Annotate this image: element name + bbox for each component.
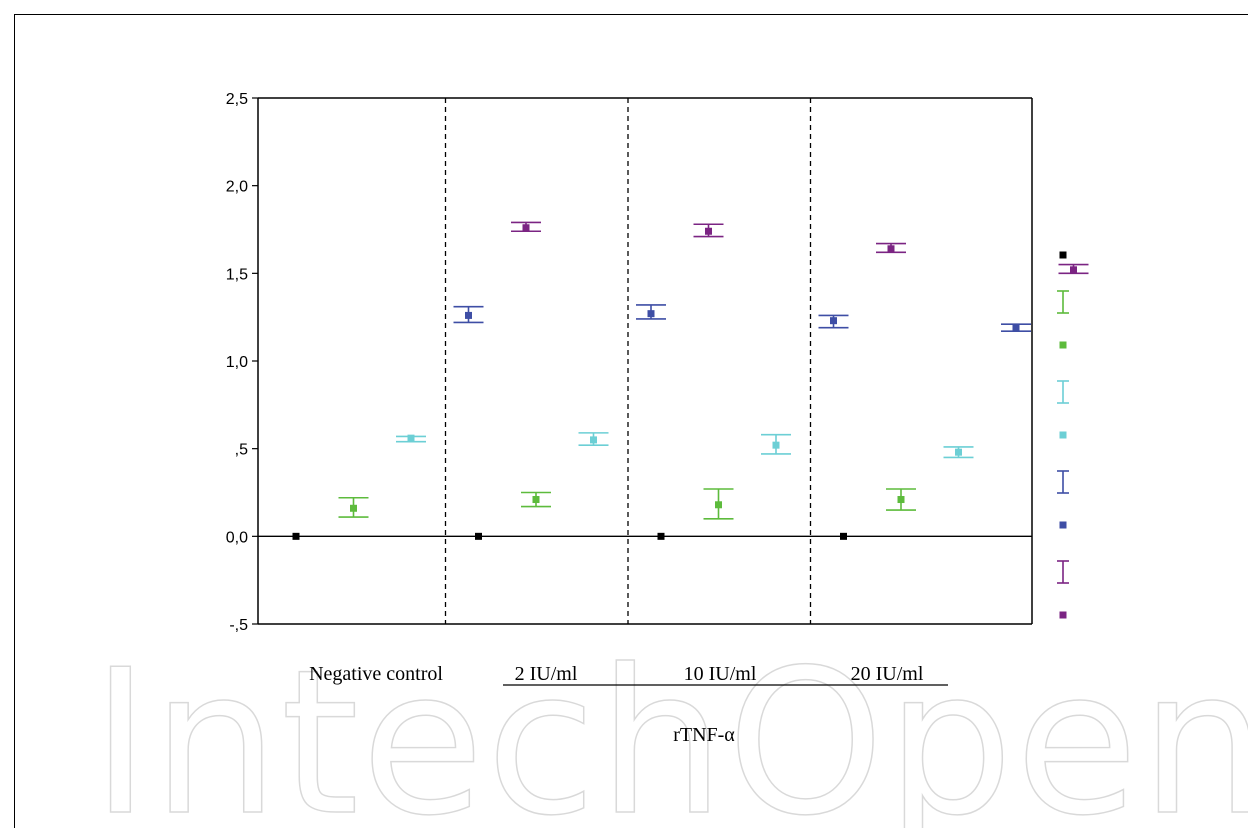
figure-frame bbox=[14, 14, 1248, 828]
data-point bbox=[522, 224, 530, 232]
y-tick-label: ,5 bbox=[235, 442, 248, 459]
data-point bbox=[1070, 266, 1077, 274]
watermark-text: IntechOpen bbox=[91, 627, 1248, 828]
data-point bbox=[350, 504, 357, 512]
legend-marker bbox=[1059, 611, 1067, 619]
data-point bbox=[407, 434, 415, 442]
data-point bbox=[705, 227, 712, 235]
y-tick-label: 0,0 bbox=[226, 529, 248, 546]
data-point bbox=[647, 310, 655, 318]
data-point bbox=[590, 436, 597, 444]
category-label: Negative control bbox=[309, 663, 443, 685]
data-point bbox=[532, 496, 540, 504]
data-point bbox=[475, 532, 482, 540]
data-point bbox=[840, 532, 847, 540]
legend-marker bbox=[1059, 431, 1067, 439]
y-tick-label: -,5 bbox=[229, 617, 248, 634]
data-point bbox=[715, 501, 722, 509]
legend-marker bbox=[1059, 251, 1067, 259]
legend-marker bbox=[1059, 341, 1067, 349]
plot-area: -,5 0,0 ,5 1,0 1,5 2,0 2,5 bbox=[226, 91, 1089, 634]
category-label: 10 IU/ml bbox=[684, 663, 757, 685]
data-point bbox=[887, 245, 895, 253]
data-point bbox=[465, 311, 472, 319]
y-tick-label: 1,0 bbox=[226, 354, 248, 371]
category-label: 2 IU/ml bbox=[515, 663, 578, 685]
data-point bbox=[772, 441, 780, 449]
legend-marker bbox=[1059, 521, 1067, 529]
category-labels: Negative control 2 IU/ml 10 IU/ml 20 IU/ml bbox=[309, 663, 948, 686]
y-tick-label: 2,5 bbox=[226, 91, 248, 108]
data-point bbox=[1012, 324, 1020, 332]
data-point bbox=[830, 317, 837, 325]
x-axis-label: rTNF-α bbox=[673, 724, 735, 746]
y-tick-label: 1,5 bbox=[226, 266, 248, 283]
y-tick-label: 2,0 bbox=[226, 179, 248, 196]
data-point bbox=[897, 496, 905, 504]
data-point bbox=[292, 532, 300, 540]
data-point bbox=[955, 448, 962, 456]
category-label: 20 IU/ml bbox=[851, 663, 924, 685]
legend bbox=[1057, 251, 1069, 619]
data-point bbox=[657, 532, 665, 540]
